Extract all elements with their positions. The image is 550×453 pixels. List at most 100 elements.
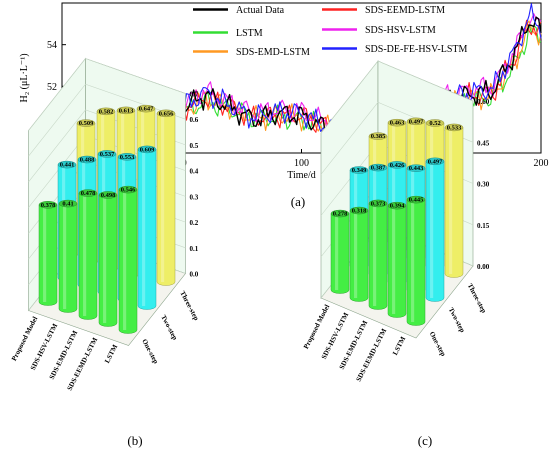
legend-label: SDS-EMD-LSTM bbox=[236, 47, 310, 58]
data-label: 0.497 bbox=[428, 158, 443, 165]
data-label: 0.445 bbox=[409, 197, 424, 204]
bar-highlight bbox=[63, 203, 67, 309]
bar-top bbox=[116, 106, 136, 115]
data-label: 0.613 bbox=[119, 107, 134, 114]
data-label: 0.546 bbox=[121, 187, 136, 194]
z-tick-label: 0.30 bbox=[477, 181, 490, 189]
bar-highlight bbox=[103, 194, 107, 323]
category-label: LSTM bbox=[103, 343, 119, 365]
bar-highlight bbox=[354, 210, 358, 298]
bar-top bbox=[136, 104, 156, 113]
bar-top bbox=[330, 209, 350, 218]
step-label: Three-step bbox=[178, 290, 200, 322]
y-tick-label: 52 bbox=[47, 82, 57, 93]
bar-top bbox=[368, 132, 388, 140]
x-tick-label: 100 bbox=[294, 158, 309, 169]
data-label: 0.463 bbox=[390, 120, 405, 127]
legend-label: SDS-DE-FE-HSV-LSTM bbox=[365, 44, 468, 55]
bar-highlight bbox=[43, 204, 47, 302]
z-tick-label: 0.00 bbox=[477, 263, 490, 271]
bar-top bbox=[76, 119, 96, 127]
bar-top bbox=[387, 201, 407, 210]
bar-highlight bbox=[373, 203, 377, 306]
step-label: Two-step bbox=[159, 314, 179, 342]
data-label: 0.385 bbox=[371, 133, 386, 140]
data-label: 0.394 bbox=[390, 203, 405, 210]
data-label: 0.441 bbox=[60, 162, 75, 169]
x-axis-label: Time/d bbox=[287, 170, 316, 181]
bar-highlight bbox=[83, 193, 87, 316]
bar-top bbox=[78, 189, 98, 197]
data-label: 0.553 bbox=[120, 154, 135, 161]
panel-label-c: (c) bbox=[418, 433, 432, 448]
bar-highlight bbox=[449, 127, 453, 274]
z-tick-label: 0.4 bbox=[190, 168, 199, 176]
bar-top bbox=[58, 199, 78, 208]
category-label: LSTM bbox=[391, 335, 407, 357]
bar-top bbox=[57, 160, 77, 169]
bar-body bbox=[425, 161, 445, 302]
grid-line bbox=[28, 58, 186, 131]
legend-label: SDS-HSV-LSTM bbox=[365, 25, 436, 36]
step-label: One-step bbox=[140, 338, 160, 366]
bar-top bbox=[38, 201, 58, 209]
z-tick-label: 0.0 bbox=[190, 271, 199, 279]
data-label: 0.497 bbox=[409, 118, 424, 125]
bar-highlight bbox=[123, 189, 127, 330]
bar-chart-3d-b: 0.0 0.1 0.2 0.3 0.4 0.5 0.6 0.7 0.509 0.582 0.613 0… bbox=[10, 57, 200, 392]
data-label: 0.349 bbox=[352, 167, 367, 174]
step-label: Two-step bbox=[447, 306, 467, 334]
bar-top bbox=[117, 153, 137, 161]
bar-top bbox=[425, 157, 445, 166]
bar-top bbox=[156, 109, 176, 118]
z-tick-label: 0.6 bbox=[190, 116, 199, 124]
data-label: 0.426 bbox=[390, 162, 405, 169]
step-label: Three-step bbox=[466, 282, 488, 314]
z-tick-label: 0.7 bbox=[190, 91, 199, 99]
z-tick-label: 0.15 bbox=[477, 222, 490, 230]
bar-top bbox=[425, 119, 445, 127]
data-label: 0.387 bbox=[371, 165, 386, 172]
bar-body bbox=[78, 192, 98, 320]
bar-body bbox=[38, 204, 58, 306]
bar-highlight bbox=[430, 161, 434, 298]
data-label: 0.656 bbox=[159, 110, 174, 117]
data-label: 0.41 bbox=[62, 201, 73, 208]
bar-top bbox=[368, 199, 388, 208]
z-tick-label: 0.2 bbox=[190, 219, 199, 227]
bar-body bbox=[349, 210, 369, 302]
bar-body bbox=[156, 113, 176, 286]
data-label: 0.582 bbox=[99, 108, 114, 115]
panel-label-a: (a) bbox=[291, 194, 305, 209]
bar-top bbox=[444, 123, 464, 132]
panel-label-b: (b) bbox=[127, 433, 142, 448]
bar-top bbox=[349, 166, 369, 174]
bar-body bbox=[444, 127, 464, 278]
bar-top bbox=[118, 185, 138, 194]
z-tick-label: 0.3 bbox=[190, 193, 199, 201]
data-label: 0.498 bbox=[101, 192, 116, 199]
bar-top bbox=[368, 163, 388, 172]
grid-line bbox=[320, 60, 474, 134]
z-tick-label: 0.1 bbox=[190, 245, 199, 253]
bar-top bbox=[137, 145, 157, 154]
bar-body bbox=[368, 203, 388, 310]
data-label: 0.443 bbox=[409, 165, 424, 172]
y-tick-label: 54 bbox=[47, 40, 57, 51]
data-label: 0.278 bbox=[333, 211, 348, 218]
z-tick-label: 0.5 bbox=[190, 142, 199, 150]
bar-top bbox=[98, 191, 118, 199]
bar-highlight bbox=[161, 113, 165, 282]
bar-top bbox=[97, 150, 117, 158]
bar-highlight bbox=[335, 213, 339, 290]
bar-top bbox=[96, 107, 116, 116]
bar-body bbox=[58, 203, 78, 313]
data-label: 0.378 bbox=[41, 202, 56, 209]
bar-body bbox=[406, 199, 426, 326]
z-tick-label: 0.60 bbox=[477, 98, 490, 106]
data-label: 0.537 bbox=[100, 151, 115, 158]
bar-highlight bbox=[142, 149, 146, 306]
data-label: 0.533 bbox=[447, 124, 462, 131]
step-label: One-step bbox=[428, 330, 448, 358]
